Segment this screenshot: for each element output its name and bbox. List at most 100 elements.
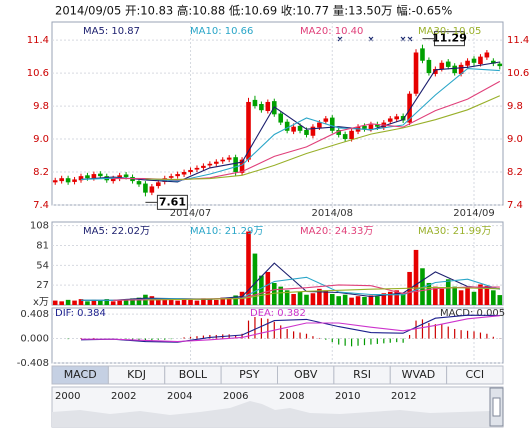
indicator-tab-label[interactable]: WVAD	[402, 368, 436, 381]
volume-bar	[278, 286, 284, 305]
x-tick-label: 2014/07	[170, 208, 212, 219]
y-tick-label: -0.408	[17, 358, 49, 369]
volume-bar	[368, 295, 374, 305]
timeline-year: 2008	[279, 391, 304, 402]
y-tick-label: 0.000	[20, 334, 49, 345]
timeline-grip[interactable]	[492, 397, 501, 417]
volume-bar	[381, 293, 387, 305]
candle-body	[149, 186, 155, 193]
candle-body	[194, 167, 200, 170]
indicator-tab-label[interactable]: BOLL	[179, 368, 208, 381]
volume-bar	[85, 301, 90, 305]
indicator-tab-label[interactable]: PSY	[239, 368, 260, 381]
candle-body	[484, 52, 490, 58]
y-tick-label: 108	[30, 221, 49, 232]
volume-bar	[497, 295, 503, 305]
indicator-tab[interactable]	[446, 365, 504, 385]
volume-bar	[458, 290, 464, 305]
timeline-area	[52, 401, 503, 427]
volume-bar	[233, 295, 238, 305]
indicator-tab-label[interactable]: RSI	[353, 368, 371, 381]
legend-entry: MA10: 10.66	[190, 26, 253, 37]
candle-body	[497, 63, 503, 67]
volume-bar	[471, 291, 477, 305]
volume-bar	[355, 296, 361, 305]
volume-bar	[65, 299, 71, 305]
volume-bar	[271, 282, 277, 305]
indicator-tab-label[interactable]: KDJ	[127, 368, 146, 381]
candle-body	[342, 134, 348, 140]
y-tick-label-right: 9.8	[507, 101, 523, 112]
ma-line	[80, 61, 500, 183]
volume-bar	[246, 231, 251, 305]
ma-line	[145, 286, 500, 301]
candle-body	[59, 178, 64, 182]
legend-entry: MA20: 24.33万	[300, 226, 373, 237]
candle-body	[471, 58, 477, 63]
y-axis-label: x万	[33, 297, 49, 308]
indicator-tab-label[interactable]: CCI	[466, 368, 485, 381]
y-tick-label: 11.4	[27, 35, 49, 46]
candle-body	[478, 56, 483, 65]
y-tick-label-right: 10.6	[507, 68, 529, 79]
candle-body	[291, 126, 296, 132]
volume-bar	[98, 300, 103, 305]
ma-line	[81, 262, 500, 301]
candle-body	[426, 59, 432, 74]
candle-body	[207, 163, 213, 166]
volume-bar	[156, 298, 161, 305]
legend-entry: MA30: 21.99万	[418, 226, 491, 237]
y-tick-label-right: 9.0	[507, 134, 523, 145]
candle-body	[362, 125, 367, 129]
volume-bar	[104, 299, 110, 305]
candle-body	[136, 181, 142, 185]
y-tick-label: 0.408	[20, 309, 49, 320]
y-tick-label-right: 11.4	[507, 35, 529, 46]
candle-body	[239, 159, 245, 173]
timeline-year: 2006	[223, 391, 248, 402]
candle-body	[284, 121, 290, 131]
volume-bar	[491, 290, 496, 305]
volume-bar	[117, 300, 122, 305]
candle-body	[91, 174, 97, 179]
volume-bar	[323, 290, 329, 305]
volume-bar	[349, 297, 354, 305]
candle-body	[349, 130, 354, 140]
candle-body	[117, 175, 122, 179]
candle-body	[265, 101, 271, 112]
candle-body	[233, 157, 238, 173]
candle-body	[213, 161, 219, 164]
extreme-box	[156, 194, 188, 210]
volume-bar	[220, 297, 226, 305]
candle-body	[452, 65, 457, 74]
volume-bar	[291, 293, 296, 305]
indicator-tab-label[interactable]: MACD	[64, 368, 97, 381]
candle-body	[201, 165, 206, 168]
y-tick-label: 27	[36, 280, 49, 291]
y-tick-label-right: 8.2	[507, 167, 523, 178]
candle-body	[188, 169, 193, 173]
volume-bar	[162, 299, 168, 305]
extreme-box	[433, 31, 465, 47]
candle-body	[65, 178, 71, 183]
volume-bar	[123, 299, 129, 305]
candle-body	[458, 64, 464, 74]
volume-bar	[91, 299, 97, 305]
candle-body	[259, 104, 264, 111]
candle-body	[445, 61, 451, 67]
candle-body	[387, 118, 393, 122]
macd-legend: MACD: 0.005	[440, 308, 505, 319]
volume-bar	[342, 294, 348, 305]
ma-line	[80, 68, 500, 182]
candle-body	[226, 157, 232, 160]
candle-body	[52, 180, 58, 183]
candle-body	[375, 124, 380, 127]
indicator-tab-label[interactable]: OBV	[294, 368, 318, 381]
candle-body	[413, 52, 419, 94]
volume-bar	[439, 288, 445, 305]
candle-body	[310, 126, 316, 136]
candle-body	[323, 118, 329, 122]
volume-bar	[426, 282, 432, 305]
y-tick-label: 54	[36, 260, 49, 271]
